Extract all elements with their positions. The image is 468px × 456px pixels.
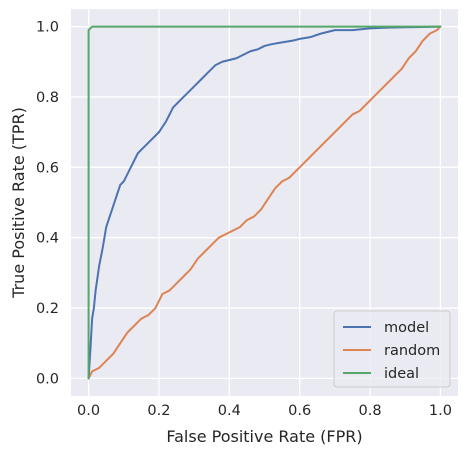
- y-tick-label: 1.0: [36, 20, 59, 36]
- x-tick-label: 1.0: [429, 403, 452, 419]
- tick-labels: 0.0 0.2 0.4 0.6 0.8 1.0 0.0 0.2 0.4 0.6 0.8 1.0: [36, 20, 452, 419]
- y-tick-label: 0.0: [36, 371, 59, 387]
- series-line-ideal: [87, 25, 442, 380]
- x-axis-label: False Positive Rate (FPR): [166, 427, 362, 446]
- legend-label-ideal: ideal: [384, 366, 419, 382]
- x-tick-label: 0.8: [359, 403, 382, 419]
- x-tick-label: 0.0: [77, 403, 100, 419]
- legend-box: [333, 310, 451, 388]
- legend-label-random: random: [384, 343, 440, 359]
- series-group: [87, 25, 442, 380]
- x-tick-label: 0.2: [147, 403, 170, 419]
- x-tick-label: 0.4: [218, 403, 241, 419]
- legend-label-model: model: [384, 320, 429, 336]
- y-axis-label: True Positive Rate (TPR): [9, 107, 28, 299]
- y-tick-label: 0.2: [36, 301, 59, 317]
- series-line-random: [87, 25, 442, 380]
- grid: [71, 9, 458, 396]
- y-tick-label: 0.8: [36, 90, 59, 106]
- y-tick-label: 0.6: [36, 160, 59, 176]
- series-line-model: [87, 25, 442, 380]
- x-tick-label: 0.6: [288, 403, 311, 419]
- legend: model random ideal: [333, 310, 451, 388]
- y-tick-label: 0.4: [36, 231, 59, 247]
